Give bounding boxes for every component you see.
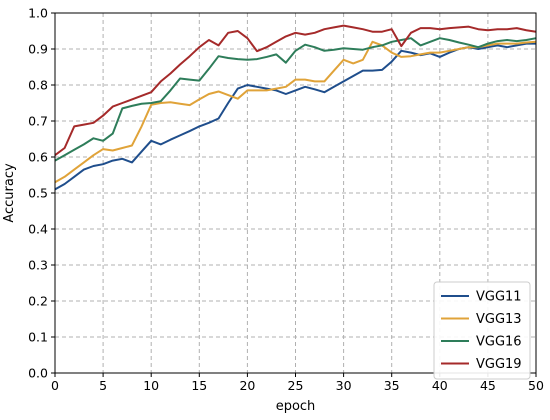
x-tick-label-3: 15: [191, 378, 207, 393]
series-line-vgg16: [54, 37, 537, 162]
x-tick-label-4: 20: [239, 378, 255, 393]
legend-label-vgg19: VGG19: [476, 357, 522, 372]
y-tick-label-10: 1.0: [28, 6, 48, 21]
legend-label-vgg11: VGG11: [476, 290, 522, 305]
axis-ticks: 0 5 10 15 20 25 30 35 40 45 50 0.0 0.1 0.2 0.3 0.4 0.5 0.…: [28, 6, 544, 394]
x-tick-label-5: 25: [288, 378, 304, 393]
x-tick-label-1: 5: [99, 378, 107, 393]
series-lines: [54, 24, 537, 191]
y-tick-label-7: 0.7: [28, 114, 48, 129]
grid: [55, 13, 536, 373]
x-axis-label: epoch: [276, 399, 316, 414]
y-tick-label-8: 0.8: [28, 78, 48, 93]
x-tick-label-7: 35: [384, 378, 400, 393]
x-tick-label-8: 40: [432, 378, 448, 393]
y-tick-label-0: 0.0: [28, 366, 48, 381]
y-tick-label-4: 0.4: [28, 222, 48, 237]
y-tick-label-1: 0.1: [28, 330, 48, 345]
x-tick-label-2: 10: [143, 378, 159, 393]
legend: VGG11 VGG13 VGG16 VGG19: [433, 281, 531, 380]
legend-label-vgg16: VGG16: [476, 335, 522, 350]
legend-label-vgg13: VGG13: [476, 312, 522, 327]
y-tick-label-2: 0.2: [28, 294, 48, 309]
legend-box: [433, 281, 531, 380]
series-line-vgg19: [54, 24, 537, 157]
x-tick-label-9: 45: [480, 378, 496, 393]
series-line-vgg13: [54, 40, 537, 184]
y-tick-label-6: 0.6: [28, 150, 48, 165]
x-tick-label-10: 50: [528, 378, 544, 393]
y-tick-label-3: 0.3: [28, 258, 48, 273]
x-tick-label-0: 0: [51, 378, 59, 393]
y-axis-label: Accuracy: [2, 163, 17, 223]
y-tick-label-9: 0.9: [28, 42, 48, 57]
y-tick-label-5: 0.5: [28, 186, 48, 201]
x-tick-label-6: 30: [336, 378, 352, 393]
